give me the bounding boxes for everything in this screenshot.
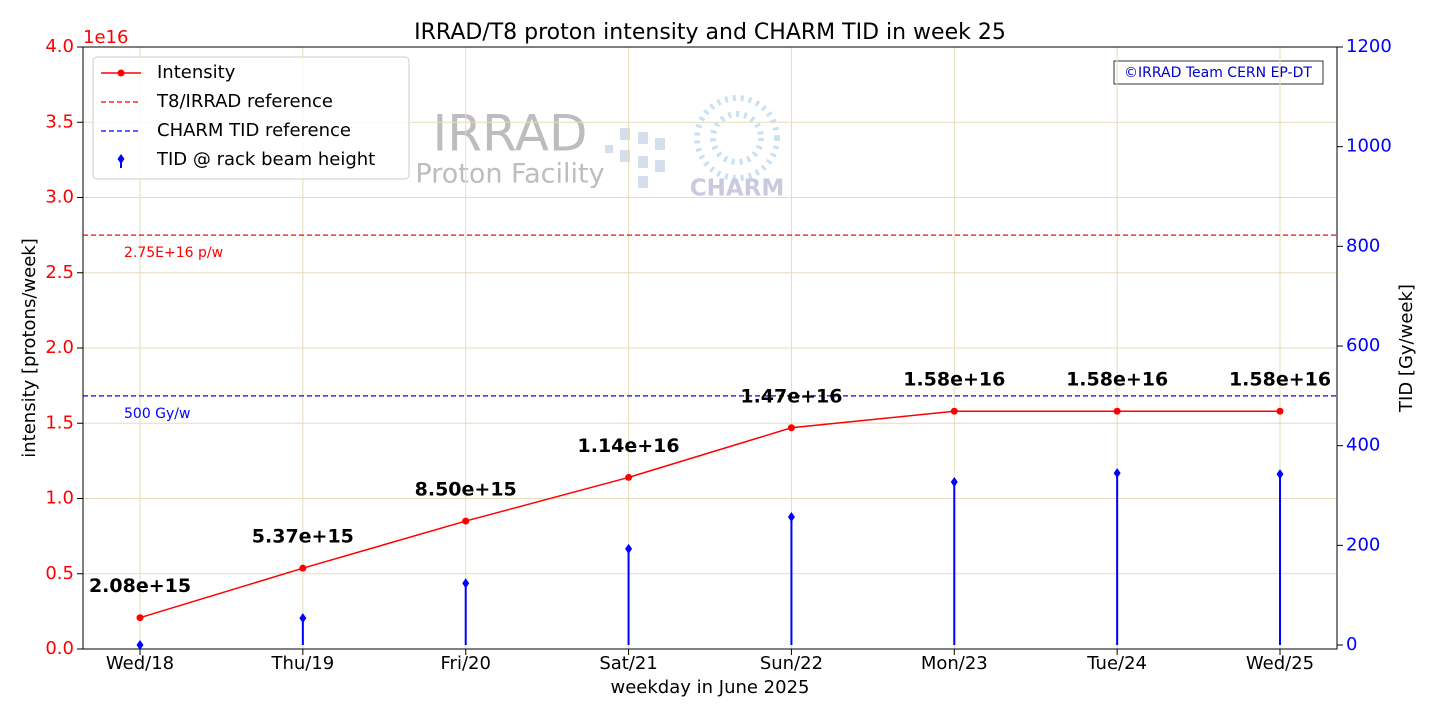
y2-tick-label: 200 xyxy=(1346,534,1380,555)
data-label: 5.37e+15 xyxy=(252,526,354,548)
x-tick-label: Wed/25 xyxy=(1246,653,1314,674)
y2-tick-label: 1200 xyxy=(1346,36,1392,57)
x-tick-label: Tue/24 xyxy=(1086,653,1147,674)
data-point xyxy=(1113,407,1121,415)
y2-tick-label: 800 xyxy=(1346,235,1380,256)
data-point xyxy=(625,473,633,481)
y-tick-label: 0.0 xyxy=(45,638,74,659)
legend-label: TID @ rack beam height xyxy=(156,149,375,170)
data-label: 2.08e+15 xyxy=(89,575,191,597)
data-label: 1.58e+16 xyxy=(903,369,1005,391)
legend-label: Intensity xyxy=(157,62,236,83)
reference-label: 500 Gy/w xyxy=(124,406,190,422)
data-label: 1.47e+16 xyxy=(740,385,842,407)
chart-title: IRRAD/T8 proton intensity and CHARM TID … xyxy=(414,20,1006,45)
y2-tick-label: 400 xyxy=(1346,435,1380,456)
plot-frame xyxy=(82,46,1338,650)
y-tick-label: 1.5 xyxy=(45,412,74,433)
y-tick-label: 2.5 xyxy=(45,262,74,283)
data-label: 1.58e+16 xyxy=(1229,369,1331,391)
data-label: 1.58e+16 xyxy=(1066,369,1168,391)
data-point xyxy=(787,424,795,432)
watermark-icons xyxy=(605,95,780,188)
y-tick-label: 4.0 xyxy=(45,36,74,57)
y-tick-label: 3.0 xyxy=(45,187,74,208)
legend-box xyxy=(92,56,410,180)
data-line xyxy=(139,410,1280,619)
x-axis-label: weekday in June 2025 xyxy=(611,677,810,698)
data-point xyxy=(1276,407,1284,415)
stem-marker xyxy=(1113,468,1121,479)
data-label: 8.50e+15 xyxy=(415,479,517,501)
legend-marker xyxy=(117,154,125,164)
watermark-text: Proton Facility xyxy=(415,159,604,190)
y-axis-label: intensity [protons/week] xyxy=(19,238,40,457)
x-tick-label: Mon/23 xyxy=(921,653,988,674)
data-label: 1.14e+16 xyxy=(578,435,680,457)
x-tick-label: Thu/19 xyxy=(270,653,334,674)
data-point xyxy=(136,614,144,622)
legend-marker xyxy=(117,69,125,77)
x-tick-label: Fri/20 xyxy=(441,653,491,674)
stem-marker xyxy=(462,578,470,589)
copyright: ©IRRAD Team CERN EP-DT xyxy=(1124,65,1312,81)
y-offset-label: 1e16 xyxy=(83,27,128,48)
copyright-box xyxy=(1113,60,1324,85)
y2-tick-label: 600 xyxy=(1346,335,1380,356)
y-tick-label: 3.5 xyxy=(45,111,74,132)
stem-marker xyxy=(299,613,307,624)
stem-marker xyxy=(787,511,795,522)
y-tick-label: 0.5 xyxy=(45,563,74,584)
y2-axis-label: TID [Gy/week] xyxy=(1396,284,1417,413)
y-tick-label: 1.0 xyxy=(45,488,74,509)
stem-marker xyxy=(136,640,144,651)
x-tick-label: Wed/18 xyxy=(106,653,174,674)
stem-marker xyxy=(950,477,958,488)
data-point xyxy=(462,517,470,525)
stem-marker xyxy=(1276,469,1284,480)
legend-label: T8/IRRAD reference xyxy=(156,91,333,112)
data-point xyxy=(299,564,307,572)
y-tick-label: 2.0 xyxy=(45,337,74,358)
watermark-text: IRRAD xyxy=(433,105,588,163)
y2-tick-label: 1000 xyxy=(1346,136,1392,157)
x-tick-label: Sat/21 xyxy=(599,653,657,674)
reference-label: 2.75E+16 p/w xyxy=(124,245,223,261)
data-point xyxy=(950,407,958,415)
stem-marker xyxy=(625,543,633,554)
x-tick-label: Sun/22 xyxy=(760,653,823,674)
y2-tick-label: 0 xyxy=(1346,634,1357,655)
legend-label: CHARM TID reference xyxy=(157,120,351,141)
